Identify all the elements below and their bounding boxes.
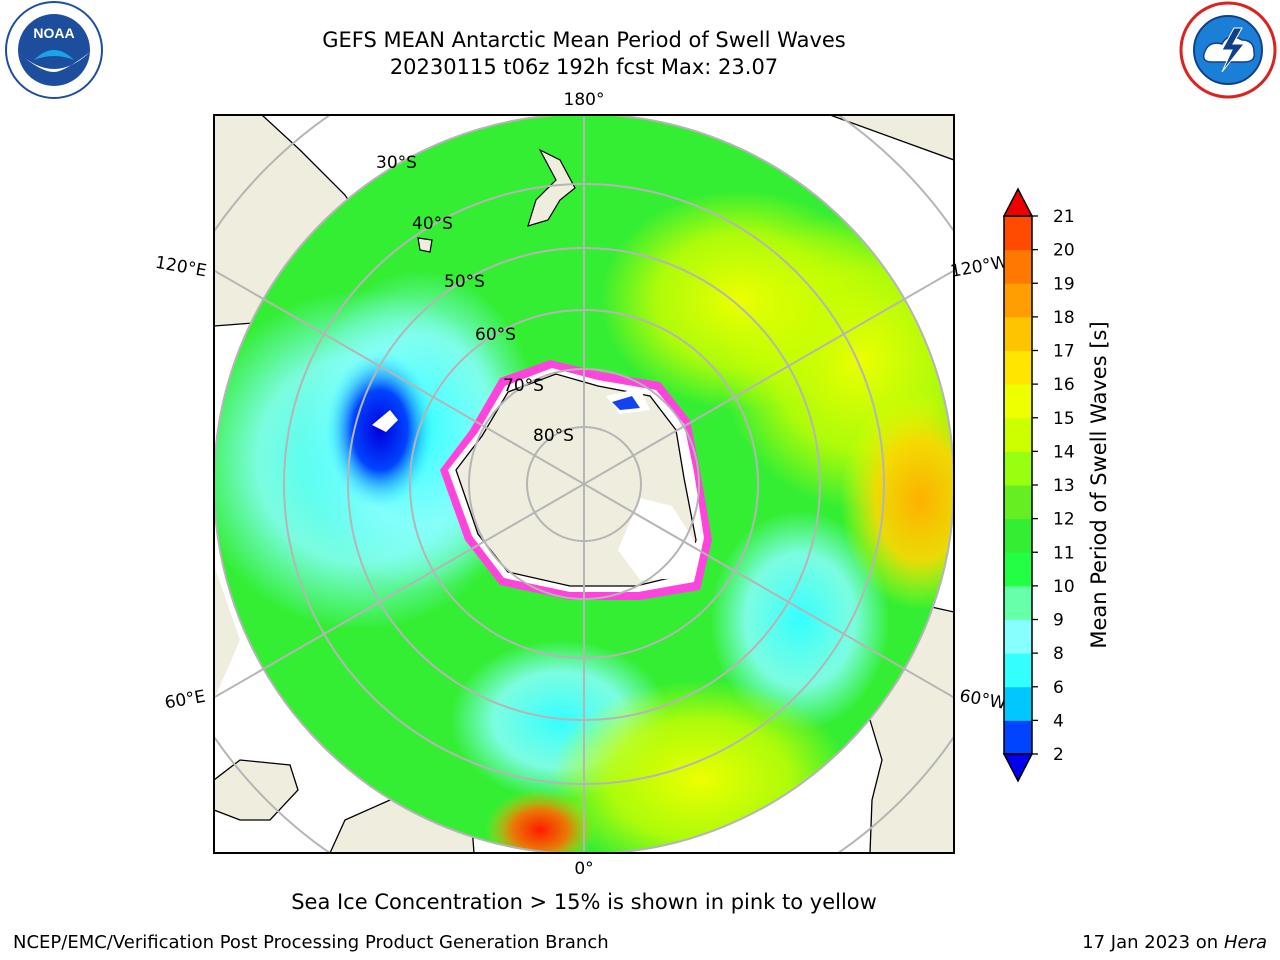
noaa-logo: NOAA [5, 1, 103, 99]
graticule [214, 115, 954, 853]
label-120w: 120°W [949, 252, 1010, 282]
colorbar-segment [1004, 417, 1032, 452]
label-120e: 120°E [154, 253, 208, 282]
colorbar-segment [1004, 216, 1032, 251]
colorbar-segment [1004, 686, 1032, 721]
colorbar-segment [1004, 653, 1032, 688]
label-60w: 60°W [958, 686, 1008, 714]
colorbar-segment [1004, 585, 1032, 620]
colorbar-segment [1004, 384, 1032, 419]
colorbar-segment [1004, 316, 1032, 351]
footer-machine: Hera [1223, 932, 1267, 953]
colorbar-tick-label: 21 [1053, 207, 1075, 227]
colorbar-tick-label: 14 [1053, 442, 1075, 462]
colorbar-segment [1004, 552, 1032, 587]
footer-date-text: 17 Jan 2023 on [1082, 932, 1224, 953]
colorbar-tick-label: 18 [1053, 308, 1075, 328]
colorbar-tick-label: 13 [1053, 476, 1075, 496]
label-70s: 70°S [503, 376, 544, 396]
colorbar-under-arrow [1002, 753, 1034, 783]
chart-title: GEFS MEAN Antarctic Mean Period of Swell… [322, 28, 846, 52]
colorbar-segment [1004, 485, 1032, 520]
colorbar-segment [1004, 249, 1032, 284]
colorbar-segment [1004, 350, 1032, 385]
colorbar: 2 4 6 8 9 10 11 12 13 14 15 16 17 18 19 20 21 Mean Perio… [1002, 187, 1111, 783]
footer-date: 17 Jan 2023 on Hera [1082, 932, 1267, 953]
colorbar-tick-label: 17 [1053, 342, 1075, 362]
colorbar-segment [1004, 720, 1032, 755]
colorbar-tick-label: 9 [1053, 611, 1064, 631]
tasmania [417, 237, 433, 253]
ice-caption: Sea Ice Concentration > 15% is shown in … [291, 890, 877, 914]
colorbar-tick-label: 2 [1053, 745, 1064, 765]
label-40s: 40°S [412, 214, 453, 234]
label-0: 0° [574, 859, 593, 879]
colorbar-tick-label: 15 [1053, 409, 1075, 429]
label-50s: 50°S [444, 272, 485, 292]
colorbar-segment [1004, 518, 1032, 553]
label-180: 180° [564, 90, 605, 110]
footer-credit: NCEP/EMC/Verification Post Processing Pr… [13, 932, 609, 953]
map-frame [213, 114, 955, 854]
label-60s: 60°S [475, 325, 516, 345]
parallel-labels: 30°S 40°S 50°S 60°S 70°S 80°S [376, 153, 574, 446]
colorbar-tick-label: 12 [1053, 510, 1075, 530]
chart-subtitle: 20230115 t06z 192h fcst Max: 23.07 [389, 55, 779, 79]
colorbar-tick-label: 8 [1053, 644, 1064, 664]
colorbar-tick-label: 6 [1053, 678, 1064, 698]
colorbar-label: Mean Period of Swell Waves [s] [1087, 321, 1111, 648]
colorbar-tick-label: 20 [1053, 241, 1075, 261]
colorbar-over-arrow [1002, 187, 1034, 217]
colorbar-tick-label: 19 [1053, 274, 1075, 294]
label-80s: 80°S [533, 426, 574, 446]
colorbar-tick-label: 11 [1053, 543, 1075, 563]
nws-logo [1179, 1, 1277, 99]
label-30s: 30°S [376, 153, 417, 173]
noaa-logo-text: NOAA [33, 25, 74, 41]
colorbar-tick-label: 16 [1053, 375, 1075, 395]
colorbar-segment [1004, 283, 1032, 318]
colorbar-segment [1004, 619, 1032, 654]
colorbar-tick-label: 4 [1053, 711, 1064, 731]
colorbar-segment [1004, 451, 1032, 486]
label-60e: 60°E [163, 687, 207, 714]
colorbar-tick-label: 10 [1053, 577, 1075, 597]
